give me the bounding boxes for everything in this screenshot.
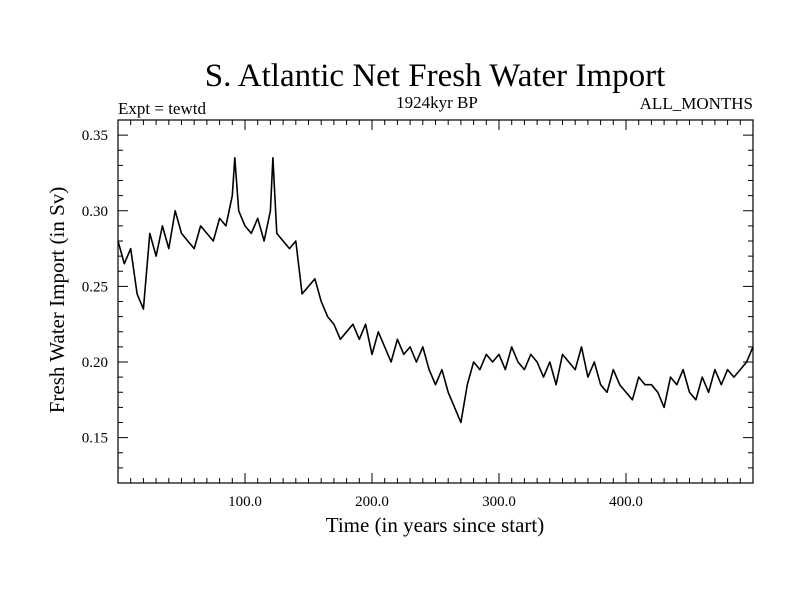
x-tick-label: 100.0: [228, 494, 262, 510]
axis-ticks: 100.0 200.0 300.0 400.0 0.15 0.20 0.25 0.30 0.35: [82, 120, 753, 510]
period-label: 1924kyr BP: [396, 93, 478, 112]
y-axis-label: Fresh Water Import (in Sv): [45, 187, 69, 414]
y-tick-label: 0.35: [82, 128, 108, 144]
x-tick-label: 400.0: [609, 494, 643, 510]
plot-area: [117, 157, 754, 424]
y-tick-label: 0.15: [82, 431, 108, 447]
y-tick-label: 0.25: [82, 279, 108, 295]
x-axis-label: Time (in years since start): [326, 513, 545, 537]
chart-title: S. Atlantic Net Fresh Water Import: [205, 58, 666, 94]
y-tick-label: 0.20: [82, 355, 108, 371]
x-tick-label: 300.0: [482, 494, 516, 510]
series-line-0: [117, 157, 754, 424]
x-tick-label: 200.0: [355, 494, 389, 510]
experiment-label: Expt = tewtd: [118, 99, 206, 118]
months-label: ALL_MONTHS: [640, 94, 753, 113]
plot-frame: [117, 119, 754, 484]
y-tick-label: 0.30: [82, 204, 108, 220]
